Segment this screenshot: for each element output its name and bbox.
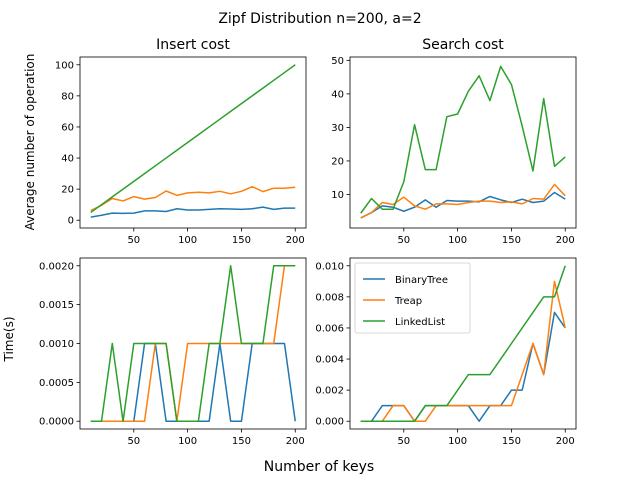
- y-tick-label: 40: [61, 154, 74, 165]
- axes-frame-insert-cost: [79, 56, 307, 229]
- subplot-title-insert-cost: Insert cost: [156, 37, 230, 53]
- figure-x-label: Number of keys: [264, 459, 374, 475]
- axes-frame-search-cost: [349, 56, 577, 229]
- legend: BinaryTree Treap LinkedList: [354, 262, 471, 334]
- y-tick-label: 80: [61, 91, 74, 102]
- y-tick-label: 0.004: [315, 355, 344, 366]
- legend-box: [354, 262, 471, 334]
- y-tick-label: 0.0005: [39, 378, 74, 389]
- series-line-linkedlist-insert-time: [90, 265, 296, 422]
- x-tick-label: 100: [178, 436, 197, 447]
- x-tick-label: 100: [448, 235, 467, 246]
- y-tick-label: 20: [331, 156, 344, 167]
- x-tick-label: 100: [178, 235, 197, 246]
- subplot-search-time: 50 100 150 200 0.000 0.002 0.004 0.006 0.008 0.01…: [315, 257, 577, 447]
- x-tick-label: 200: [286, 235, 305, 246]
- x-tick-label: 50: [397, 436, 410, 447]
- y-tick-label: 40: [331, 89, 344, 100]
- subplot-insert-time: Time(s) 50 100 150 200 0.0000 0.0005 0.0010 0.0…: [2, 257, 307, 447]
- x-tick-label: 200: [556, 436, 575, 447]
- subplot-title-search-cost: Search cost: [422, 37, 504, 53]
- legend-label-treap: Treap: [394, 296, 422, 307]
- x-tick-label: 150: [232, 235, 251, 246]
- y-tick-label: 0.0020: [39, 261, 74, 272]
- x-tick-label: 100: [448, 436, 467, 447]
- series-line-linkedlist-search-cost: [360, 65, 566, 214]
- y-tick-label: 0: [68, 216, 74, 227]
- y-axis-label-average-operations: Average number of operation: [23, 54, 37, 231]
- y-axis-label-time: Time(s): [2, 317, 16, 363]
- series-line-treap-search-time: [360, 280, 566, 422]
- y-tick-label: 0.0010: [39, 339, 74, 350]
- y-tick-label: 50: [331, 56, 344, 67]
- y-tick-label: 0.006: [315, 323, 344, 334]
- y-tick-label: 0.008: [315, 292, 344, 303]
- y-tick-label: 0.000: [315, 417, 344, 428]
- y-tick-label: 0.010: [315, 261, 344, 272]
- series-line-binarytree-insert-cost: [90, 206, 296, 218]
- x-tick-label: 200: [556, 235, 575, 246]
- figure-title: Zipf Distribution n=200, a=2: [218, 11, 421, 27]
- x-tick-label: 150: [502, 436, 521, 447]
- subplot-insert-cost: Insert cost Average number of operation …: [23, 37, 307, 246]
- x-tick-label: 50: [397, 235, 410, 246]
- y-tick-label: 20: [61, 185, 74, 196]
- subplot-search-cost: Search cost 50 100 150 200 10 20 30 40 50: [331, 37, 577, 246]
- x-tick-label: 50: [127, 436, 140, 447]
- y-tick-label: 0.002: [315, 386, 344, 397]
- y-tick-label: 60: [61, 122, 74, 133]
- legend-label-linkedlist: LinkedList: [395, 317, 445, 328]
- y-tick-label: 30: [331, 123, 344, 134]
- legend-label-binarytree: BinaryTree: [395, 275, 448, 286]
- x-tick-label: 150: [502, 235, 521, 246]
- series-line-linkedlist-insert-cost: [90, 64, 296, 214]
- y-tick-label: 0.0000: [39, 417, 74, 428]
- y-tick-label: 10: [331, 190, 344, 201]
- series-line-binarytree-search-cost: [360, 191, 566, 219]
- x-tick-label: 50: [127, 235, 140, 246]
- series-line-linkedlist-search-time: [360, 265, 566, 422]
- axes-frame-search-time: [349, 257, 577, 430]
- y-tick-label: 0.0015: [39, 300, 74, 311]
- y-tick-label: 100: [55, 60, 74, 71]
- x-tick-label: 200: [286, 436, 305, 447]
- series-line-treap-insert-cost: [90, 185, 296, 212]
- x-tick-label: 150: [232, 436, 251, 447]
